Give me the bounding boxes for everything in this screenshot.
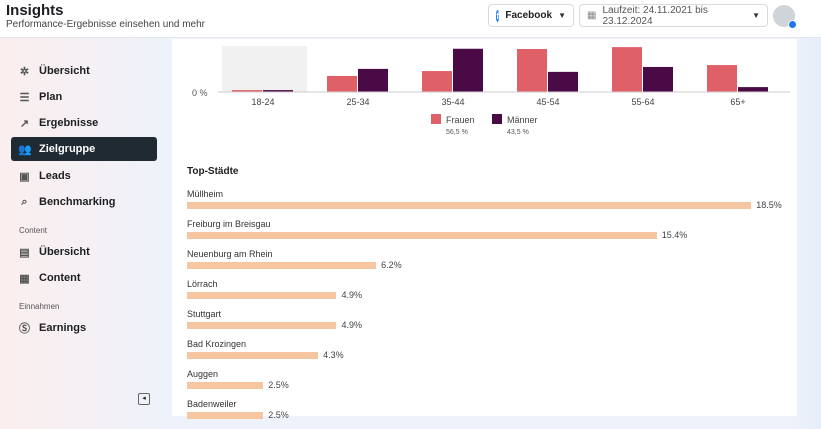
sidebar-item-ergebnisse[interactable]: ↗ Ergebnisse [19, 117, 99, 130]
x-tick-label: 25-34 [346, 97, 369, 107]
page-title: Insights [6, 2, 64, 19]
collapse-sidebar-icon[interactable]: ◂ [138, 393, 150, 405]
city-name: Stuttgart [187, 309, 222, 319]
network-icon: ✲ [19, 65, 30, 78]
sidebar-item-leads[interactable]: ▣ Leads [19, 170, 71, 183]
bar-männer-45-54[interactable] [548, 71, 578, 92]
hover-highlight [222, 46, 307, 92]
sidebar-item-uebersicht[interactable]: ✲ Übersicht [19, 65, 90, 78]
bar-männer-25-34[interactable] [358, 68, 388, 92]
x-tick-label: 55-64 [631, 97, 654, 107]
gallery-icon: ▤ [19, 246, 30, 259]
legend-total-frauen: 56,5 % [446, 129, 468, 136]
city-value: 4.9% [341, 320, 362, 330]
sidebar-item-earnings[interactable]: Ⓢ Earnings [19, 322, 87, 335]
city-bar [187, 352, 319, 359]
city-name: Auggen [187, 369, 219, 379]
city-row: Bad Krozingen 4.3% [187, 339, 787, 369]
legend-label-frauen[interactable]: Frauen [446, 115, 475, 125]
city-bar [187, 232, 657, 239]
city-name: Freiburg im Breisgau [187, 219, 271, 229]
x-tick-label: 65+ [730, 97, 745, 107]
city-value: 4.9% [341, 290, 362, 300]
trend-icon: ↗ [19, 117, 30, 130]
bar-frauen-65+[interactable] [707, 65, 737, 92]
city-row: Auggen 2.5% [187, 369, 787, 399]
legend-total-maenner: 43,5 % [507, 129, 529, 136]
city-row: Stuttgart 4.9% [187, 309, 787, 339]
date-range-dropdown[interactable]: ▦ Laufzeit: 24.11.2021 bis 23.12.2024 ▼ [579, 4, 768, 27]
grid-icon: ▦ [19, 272, 30, 285]
city-value: 15.4% [661, 230, 688, 240]
city-bar [187, 382, 264, 389]
platform-dropdown[interactable]: f Facebook ▼ [488, 4, 574, 27]
city-row: Neuenburg am Rhein 6.2% [187, 249, 787, 279]
bar-männer-18-24[interactable] [263, 90, 293, 92]
bar-männer-65+[interactable] [738, 87, 768, 92]
city-bar [187, 262, 377, 269]
sidebar-item-content-uebersicht[interactable]: ▤ Übersicht [19, 246, 90, 259]
search-chart-icon: ⌕ [21, 195, 28, 208]
city-name: Lörrach [187, 279, 218, 289]
top-cities-title: Top-Städte [187, 166, 239, 177]
dollar-icon: Ⓢ [19, 323, 30, 335]
city-value: 18.5% [756, 200, 782, 210]
bar-frauen-18-24[interactable] [232, 90, 262, 92]
age-gender-chart: 0 % 18-24 25-34 35-44 45-54 55-64 65+ Frauen … [192, 46, 790, 136]
avatar[interactable] [773, 5, 797, 29]
city-value: 4.3% [323, 350, 344, 360]
city-row: Badenweiler 2.5% [187, 399, 787, 429]
caret-down-icon: ▼ [558, 11, 566, 20]
sidebar-item-benchmarking[interactable]: ⌕ Benchmarking [11, 190, 157, 214]
city-row: Müllheim 18.5% [187, 189, 787, 219]
facebook-icon: f [496, 9, 500, 22]
city-value: 6.2% [381, 260, 402, 270]
calendar-icon: ▦ [587, 10, 597, 21]
sidebar: ✲ Übersicht ☰ Plan ↗ Ergebnisse 👥 Zielgruppe… [0, 39, 170, 416]
sidebar-item-plan[interactable]: ☰ Plan [19, 91, 63, 104]
bar-frauen-45-54[interactable] [517, 49, 547, 92]
bar-frauen-35-44[interactable] [422, 71, 452, 92]
bar-männer-35-44[interactable] [453, 48, 483, 92]
people-icon: 👥 [18, 143, 32, 156]
section-label-einnahmen: Einnahmen [19, 302, 60, 311]
sidebar-item-zielgruppe[interactable]: 👥 Zielgruppe [11, 137, 157, 161]
city-bar [187, 322, 337, 329]
city-row: Freiburg im Breisgau 15.4% [187, 219, 787, 249]
sidebar-item-content[interactable]: ▦ Content [19, 272, 81, 285]
city-value: 2.5% [268, 380, 289, 390]
x-tick-label: 18-24 [251, 97, 274, 107]
caret-down-icon: ▼ [752, 11, 760, 20]
date-range-label: Laufzeit: 24.11.2021 bis 23.12.2024 [602, 4, 708, 27]
bar-frauen-55-64[interactable] [612, 47, 642, 92]
city-name: Müllheim [187, 189, 224, 199]
list-icon: ☰ [19, 91, 30, 104]
legend-label-maenner[interactable]: Männer [507, 115, 538, 125]
bar-frauen-25-34[interactable] [327, 75, 357, 92]
city-name: Neuenburg am Rhein [187, 249, 273, 259]
legend-swatch-frauen [431, 114, 441, 124]
facebook-badge-icon [788, 20, 797, 29]
header: Insights Performance-Ergebnisse einsehen… [0, 0, 821, 38]
x-tick-label: 45-54 [536, 97, 559, 107]
page-subtitle: Performance-Ergebnisse einsehen und mehr [6, 19, 205, 30]
x-tick-label: 35-44 [441, 97, 464, 107]
contact-card-icon: ▣ [19, 170, 30, 183]
city-name: Bad Krozingen [187, 339, 247, 349]
section-label-content: Content [19, 226, 48, 235]
city-row: Lörrach 4.9% [187, 279, 787, 309]
y-tick-label: 0 % [192, 88, 208, 98]
city-bar [187, 202, 752, 209]
city-bar [187, 292, 337, 299]
city-value: 2.5% [268, 410, 289, 420]
bar-männer-55-64[interactable] [643, 66, 673, 92]
city-name: Badenweiler [187, 399, 237, 409]
platform-label: Facebook [505, 10, 553, 21]
legend-swatch-maenner [492, 114, 502, 124]
